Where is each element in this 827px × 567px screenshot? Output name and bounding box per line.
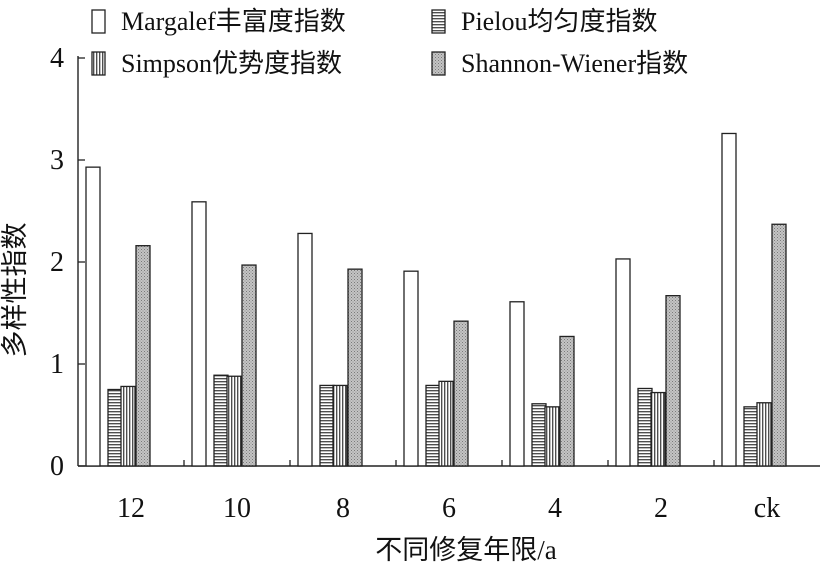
bar xyxy=(453,320,469,467)
y-tick-label: 4 xyxy=(50,43,64,74)
bar xyxy=(297,232,313,467)
x-tick-label: 4 xyxy=(548,493,562,524)
bar xyxy=(559,335,575,467)
bar xyxy=(425,384,441,467)
bar xyxy=(319,384,335,467)
bar xyxy=(226,375,242,467)
y-tick-label: 1 xyxy=(50,349,64,380)
legend-swatch xyxy=(91,9,106,34)
bars xyxy=(85,132,787,467)
legend-swatch xyxy=(431,9,446,34)
bar xyxy=(637,387,653,467)
bar xyxy=(120,385,136,467)
legend-swatch xyxy=(431,51,446,76)
y-tick-label: 0 xyxy=(50,451,64,482)
bar xyxy=(743,406,759,467)
bar xyxy=(347,268,363,467)
bar xyxy=(403,270,419,467)
y-axis-label: 多样性指数 xyxy=(0,223,30,358)
bar xyxy=(665,295,681,467)
bar xyxy=(650,391,666,467)
bar xyxy=(531,403,547,467)
bar xyxy=(756,402,772,467)
legend: Margalef丰富度指数 Pielou均匀度指数 Simpson优势度指数 Shan… xyxy=(91,7,688,78)
bar xyxy=(191,201,207,467)
bar xyxy=(771,223,787,467)
bar xyxy=(135,245,151,467)
x-tick-label: 8 xyxy=(336,493,350,524)
y-tick-label: 3 xyxy=(50,145,64,176)
legend-label: Shannon-Wiener指数 xyxy=(461,49,688,78)
x-tick-label: 10 xyxy=(223,493,251,524)
bar xyxy=(509,301,525,467)
bar xyxy=(721,132,737,467)
bar xyxy=(213,374,229,467)
bar xyxy=(615,258,631,467)
legend-label: Simpson优势度指数 xyxy=(121,49,342,78)
x-tick-label: 12 xyxy=(117,493,145,524)
bar xyxy=(332,384,348,467)
x-tick-label: ck xyxy=(754,493,780,524)
legend-label: Margalef丰富度指数 xyxy=(121,7,346,36)
y-tick-label: 2 xyxy=(50,247,64,278)
bar xyxy=(85,166,101,467)
legend-swatch xyxy=(91,51,106,76)
bar xyxy=(107,388,123,467)
bar xyxy=(241,264,257,467)
legend-label: Pielou均匀度指数 xyxy=(461,7,657,36)
x-tick-label: 2 xyxy=(654,493,668,524)
bar xyxy=(438,380,454,467)
x-tick-label: 6 xyxy=(442,493,456,524)
bar xyxy=(544,406,560,467)
x-axis-label: 不同修复年限/a xyxy=(375,535,557,565)
